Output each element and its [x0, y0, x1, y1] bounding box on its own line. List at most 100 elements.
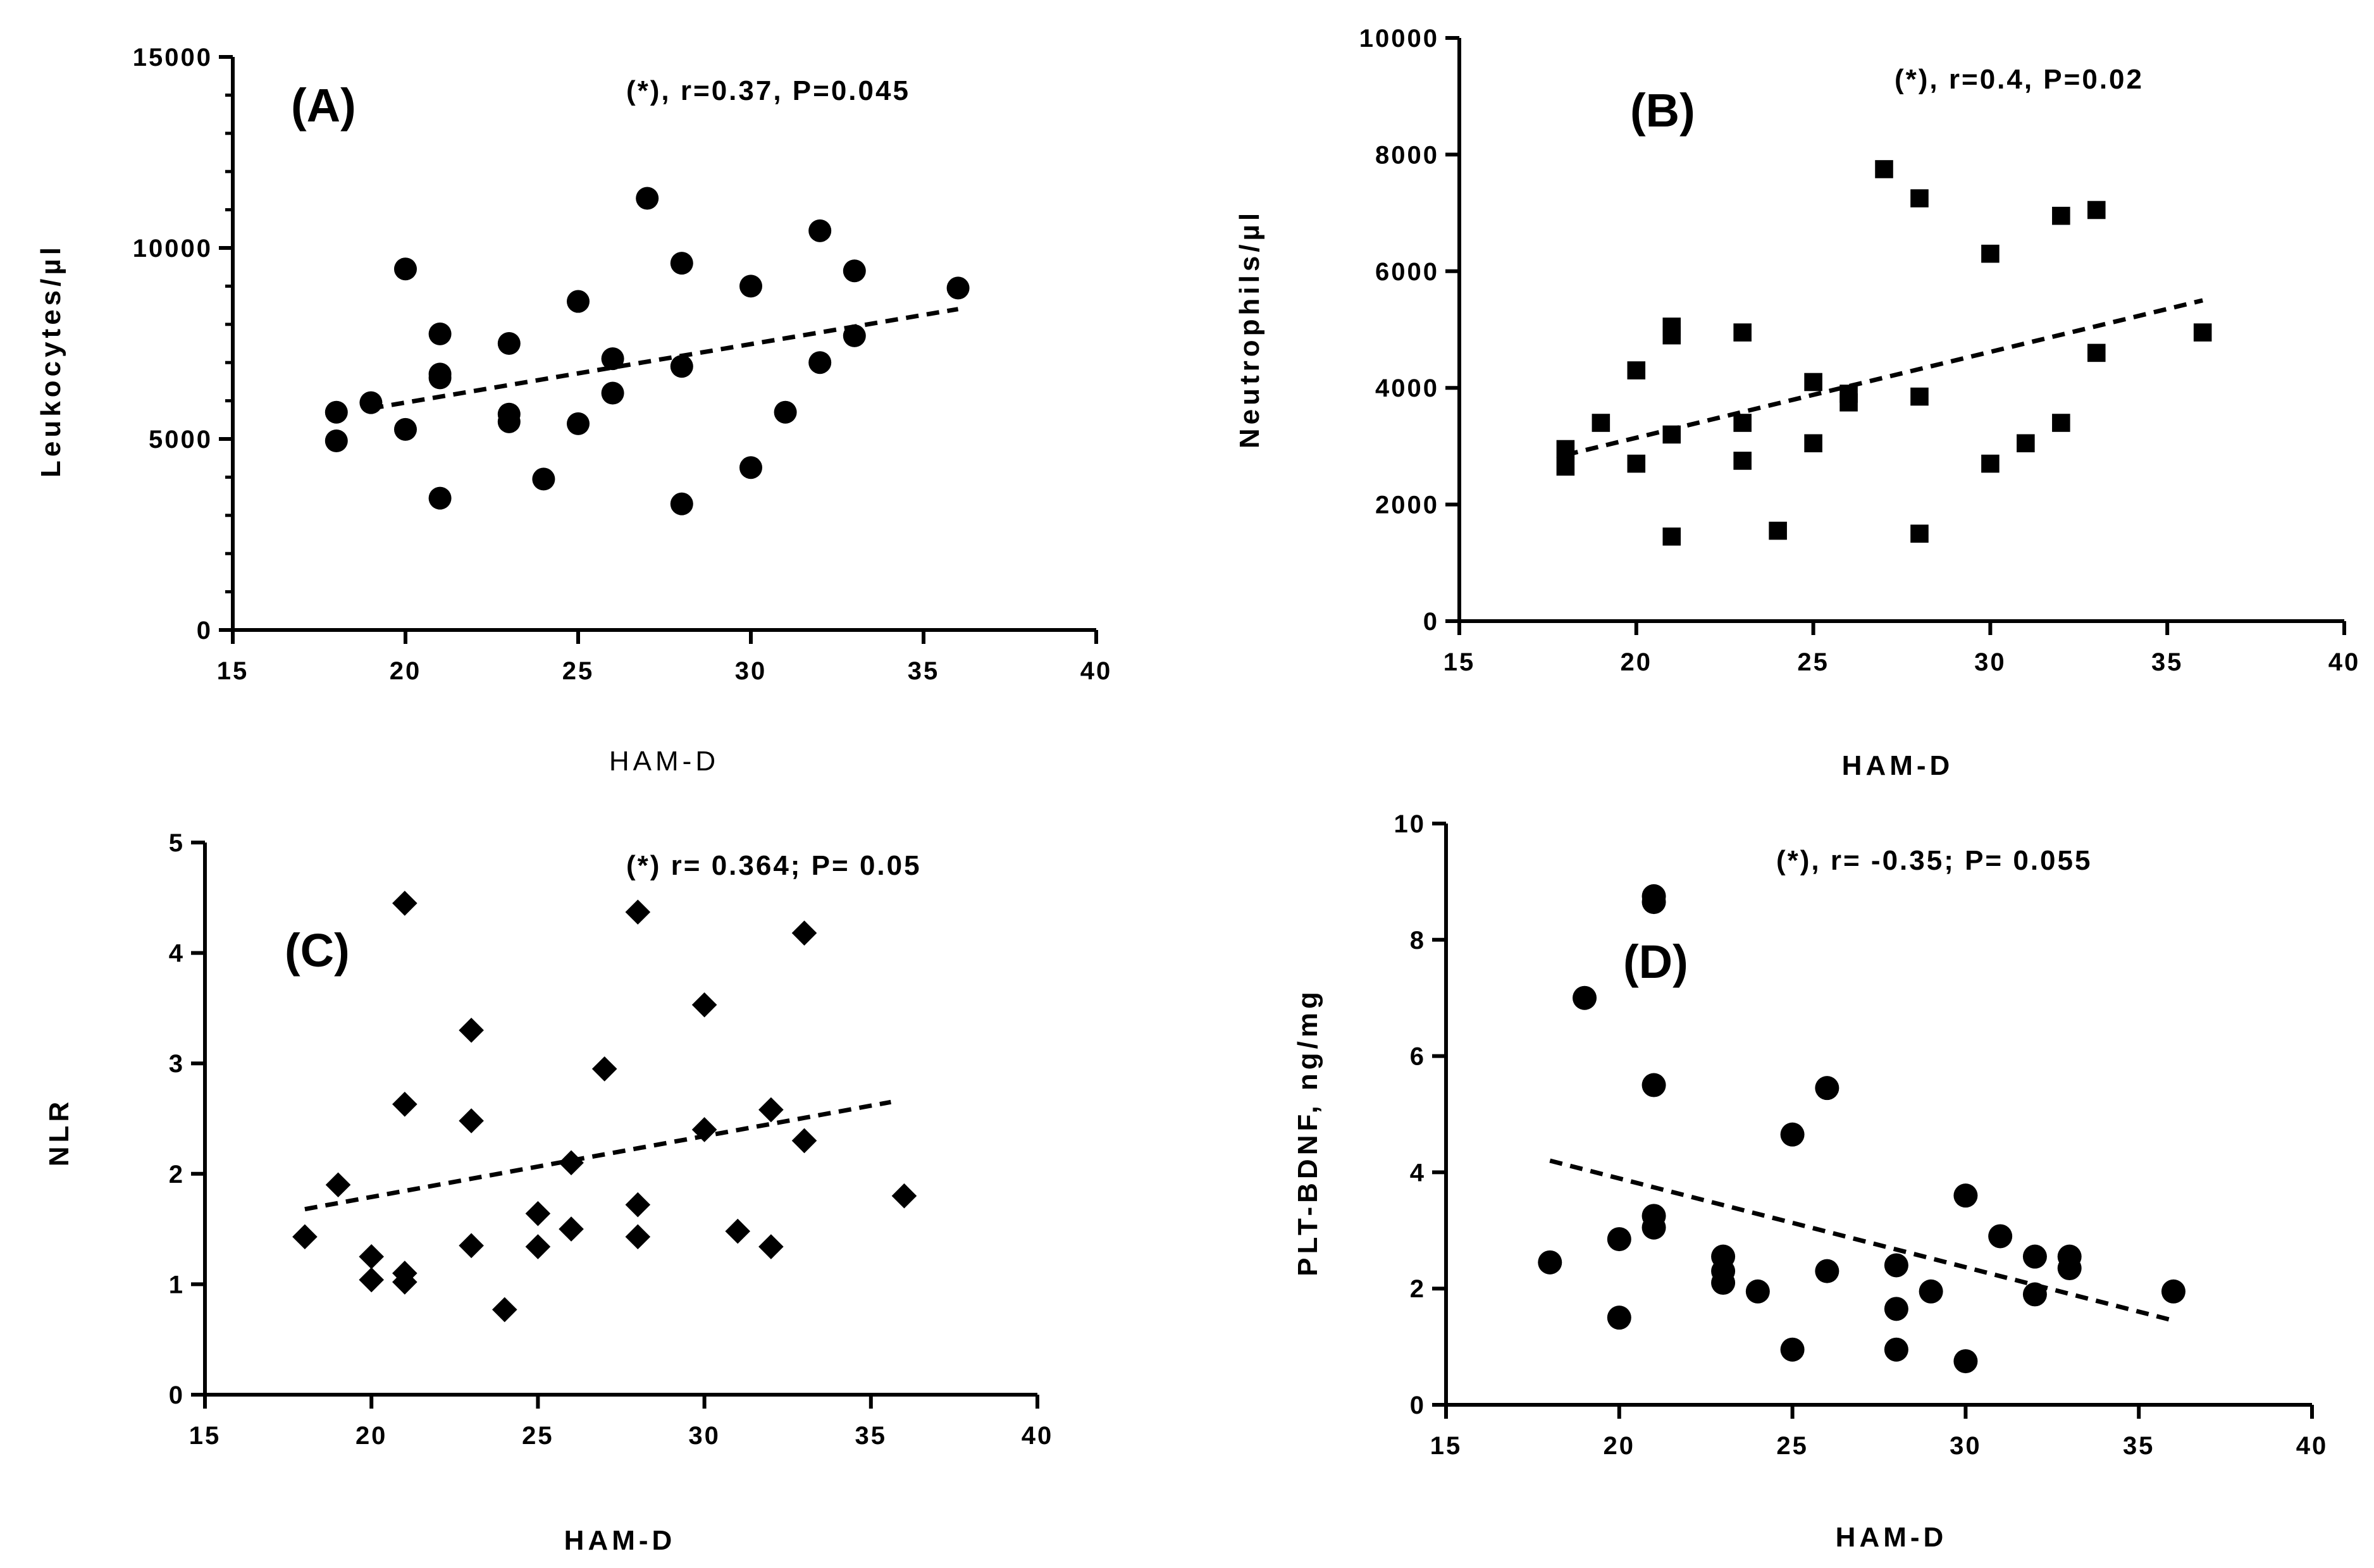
panel-c-data-point	[591, 1056, 617, 1082]
panel-a-y-tick-label: 0	[197, 617, 213, 645]
panel-d-data-point	[1641, 1215, 1666, 1240]
panel-b-x-axis-title: HAM-D	[1842, 750, 1954, 781]
panel-c-data-point	[625, 1192, 651, 1218]
panel-c-data-point	[691, 992, 717, 1018]
panel-d-plot: 0 2 4 6 8 10 15 20 25 30 35 40	[1394, 810, 2327, 1460]
panel-a-data-point	[325, 429, 348, 453]
panel-b-data-point	[2087, 343, 2106, 362]
panel-b-data-point	[2193, 323, 2212, 342]
panel-a-data-point	[497, 410, 521, 433]
panel-a-data-point	[601, 347, 624, 371]
panel-d: (D) (*), r= -0.35; P= 0.055 PLT-BDNF, ng…	[1292, 810, 2327, 1553]
panel-d-data-point	[1641, 890, 1666, 915]
panel-c-y-tick-label: 3	[169, 1050, 185, 1078]
panel-b-x-tick-label: 35	[2151, 648, 2184, 676]
panel-b: (B) (*), r=0.4, P=0.02 Neutrophils/µl HA…	[1234, 25, 2361, 781]
panel-a-data-point	[636, 187, 659, 210]
panel-c-y-tick-label: 5	[169, 829, 185, 857]
panel-b-x-tick-label: 30	[1974, 648, 2006, 676]
panel-b-data-point	[1662, 425, 1681, 444]
panel-b-data-point	[2087, 201, 2106, 219]
panel-d-data-point	[1573, 985, 1597, 1010]
panel-a-data-point	[843, 324, 866, 347]
panel-d-x-tick-label: 20	[1604, 1432, 1636, 1460]
panel-c-x-tick-label: 15	[189, 1422, 221, 1450]
panel-c-data-point	[491, 1297, 517, 1323]
panel-a-data-point	[428, 366, 452, 390]
panel-a-y-tick-label: 15000	[133, 44, 213, 71]
panel-d-data-point	[1884, 1337, 1908, 1362]
panel-b-data-point	[1733, 452, 1752, 470]
panel-c-x-tick-label: 30	[688, 1422, 720, 1450]
panel-a-data-point	[739, 275, 762, 298]
panel-c-data-point	[625, 899, 651, 925]
panel-d-data-point	[2161, 1279, 2185, 1304]
panel-c-annotation: (*) r= 0.364; P= 0.05	[626, 850, 922, 881]
panel-a-trend-line	[370, 307, 959, 411]
panel-c-x-tick-label: 25	[522, 1422, 554, 1450]
panel-d-x-tick-label: 25	[1776, 1432, 1808, 1460]
panel-d-data-point	[1953, 1349, 1978, 1374]
panel-b-x-tick-label: 15	[1444, 648, 1476, 676]
panel-d-data-point	[1745, 1279, 1770, 1304]
panel-b-data-point	[1804, 434, 1822, 453]
panel-a-y-tick-label: 5000	[149, 426, 213, 454]
panel-b-data-point	[1981, 454, 2000, 473]
panel-c-data-point	[791, 1128, 817, 1154]
panel-b-data-point	[2052, 414, 2070, 432]
panel-b-data-point	[1733, 414, 1752, 432]
panel-d-data-point	[1815, 1259, 1839, 1283]
panel-c-data-point	[559, 1150, 584, 1176]
panel-a-data-point	[739, 456, 762, 479]
panel-a-data-point	[497, 332, 521, 355]
panel-c-data-point	[758, 1234, 784, 1259]
panel-c-y-axis-title: NLR	[44, 1098, 75, 1166]
panel-a-x-axis-title: HAM-D	[609, 746, 719, 777]
panel-c-data-point	[525, 1234, 551, 1259]
panel-c-data-point	[459, 1018, 484, 1043]
panel-b-data-point	[1556, 457, 1575, 476]
panel-d-data-point	[1780, 1337, 1805, 1362]
panel-c-data-point	[691, 1117, 717, 1142]
panel-b-y-tick-label: 2000	[1375, 491, 1439, 519]
panel-b-data-point	[1733, 323, 1752, 342]
panel-c-data-point	[625, 1224, 651, 1250]
panel-a-data-point	[670, 252, 693, 275]
panel-a-data-point	[843, 259, 866, 283]
panel-c-data-point	[292, 1224, 318, 1250]
panel-d-y-tick-label: 4	[1410, 1159, 1426, 1187]
panel-b-x-tick-label: 40	[2328, 648, 2361, 676]
panel-a-data-point	[774, 400, 797, 424]
panel-c-data-point	[758, 1097, 784, 1123]
panel-c-trend-line	[304, 1099, 892, 1212]
panel-d-data-point	[2022, 1282, 2047, 1307]
panel-c-data-point	[459, 1233, 484, 1259]
panel-d-x-tick-label: 15	[1430, 1432, 1462, 1460]
panel-b-y-tick-label: 8000	[1375, 141, 1439, 169]
panel-d-x-tick-label: 35	[2123, 1432, 2155, 1460]
panel-b-x-tick-label: 20	[1621, 648, 1653, 676]
panel-a-annotation: (*), r=0.37, P=0.045	[626, 75, 910, 106]
panel-b-plot: 0 2000 4000 6000 8000 10000 15 20 25 30 35 40	[1359, 25, 2361, 676]
panel-d-trend-line	[1549, 1158, 2174, 1323]
panel-c-y-tick-label: 2	[169, 1161, 185, 1188]
panel-b-y-axis-title: Neutrophils/µl	[1234, 209, 1265, 448]
panel-b-data-point	[1556, 440, 1575, 459]
panel-b-data-point	[2017, 434, 2035, 453]
panel-c-data-point	[559, 1216, 584, 1242]
panel-a-data-point	[394, 257, 417, 281]
panel-c: (C) (*) r= 0.364; P= 0.05 NLR HAM-D 0 1 2 3…	[44, 829, 1051, 1556]
panel-b-data-point	[1627, 361, 1646, 380]
panel-c-data-point	[725, 1218, 751, 1244]
panel-a-data-point	[808, 351, 832, 374]
panel-a-data-point	[670, 355, 693, 378]
panel-d-data-point	[1780, 1122, 1805, 1147]
panel-d-data-point	[1988, 1224, 2013, 1249]
panel-d-label: (D)	[1623, 935, 1688, 988]
panel-a-plot: 0 5000 10000 15000 15 20 25 30 35 40	[133, 44, 1110, 685]
panel-c-y-tick-label: 0	[169, 1381, 185, 1409]
panel-d-data-point	[2057, 1256, 2082, 1281]
panel-d-data-point	[1711, 1271, 1736, 1295]
panel-b-y-tick-label: 6000	[1375, 258, 1439, 286]
